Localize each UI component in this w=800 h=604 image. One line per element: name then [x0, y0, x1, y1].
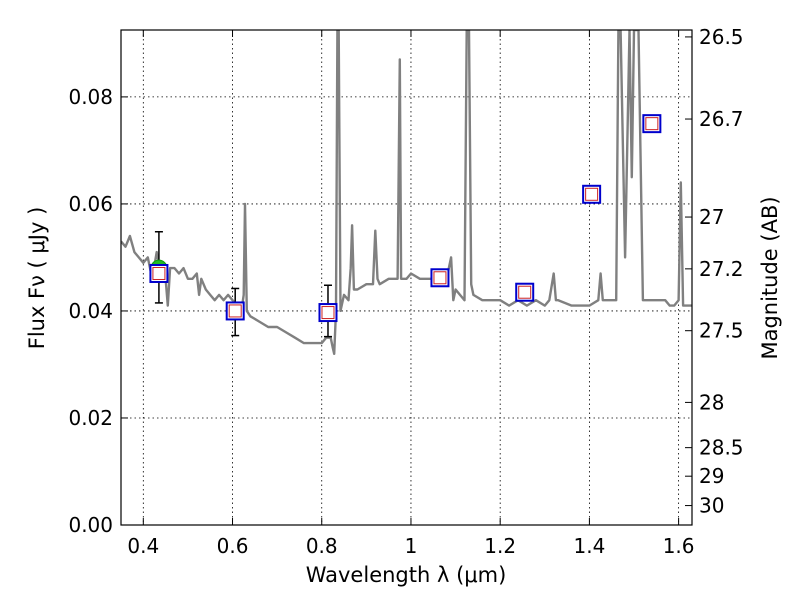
x-axis-label: Wavelength λ (μm): [306, 563, 507, 587]
y-tick-label: 0.04: [68, 299, 113, 323]
y-tick-label: 0.02: [68, 406, 113, 430]
model-box: [149, 263, 169, 283]
magnitude-tick-label: 26.7: [699, 107, 744, 131]
model-box-inner: [585, 187, 599, 201]
y-tick-label: 0.06: [68, 192, 113, 216]
magnitude-axis-label: Magnitude (AB): [758, 196, 782, 359]
model-box: [642, 114, 662, 134]
magnitude-tick-label: 27.2: [699, 257, 744, 281]
magnitude-tick-label: 27: [699, 205, 724, 229]
magnitude-tick-labels: 26.5 26.7 27 27.2 27.5 28 28.5 29 30: [699, 25, 744, 518]
axis-ticks: [121, 30, 692, 526]
model-box: [318, 303, 338, 323]
model-box: [515, 282, 535, 302]
model-box: [582, 184, 602, 204]
x-tick-label: 0.6: [217, 534, 249, 558]
magnitude-tick-label: 29: [699, 464, 724, 488]
y-tick-labels: 0.00 0.02 0.04 0.06 0.08: [68, 85, 113, 537]
x-tick-label: 1.2: [484, 534, 516, 558]
model-box-inner: [152, 266, 166, 280]
x-tick-labels: 0.4 0.6 0.8 1 1.2 1.4 1.6: [127, 534, 694, 558]
magnitude-tick-label: 30: [699, 494, 724, 518]
spectrum-line: [121, 30, 692, 355]
model-box: [225, 301, 245, 321]
model-box-inner: [645, 117, 659, 131]
magnitude-tick-label: 27.5: [699, 319, 744, 343]
x-tick-label: 1.6: [663, 534, 695, 558]
x-tick-label: 1: [405, 534, 418, 558]
model-box: [430, 268, 450, 288]
x-tick-label: 0.4: [127, 534, 159, 558]
model-box-layer: [149, 114, 662, 323]
x-tick-label: 0.8: [306, 534, 338, 558]
model-box-inner: [228, 304, 242, 318]
model-box-inner: [433, 271, 447, 285]
x-tick-label: 1.4: [573, 534, 605, 558]
model-box-inner: [518, 285, 532, 299]
plot-frame: [120, 29, 693, 526]
model-box-inner: [321, 306, 335, 320]
magnitude-tick-label: 26.5: [699, 25, 744, 49]
y-tick-label: 0.08: [68, 85, 113, 109]
spectrum-layer: [121, 30, 692, 355]
y-axis-label: Flux Fν ( μJy ): [25, 207, 49, 350]
magnitude-tick-label: 28: [699, 390, 724, 414]
magnitude-tick-label: 28.5: [699, 436, 744, 460]
y-tick-label: 0.00: [68, 513, 113, 537]
